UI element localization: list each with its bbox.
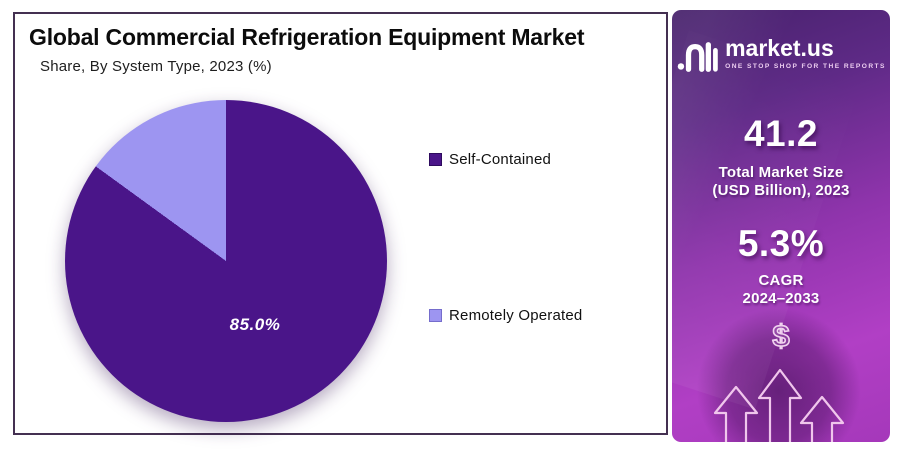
pie-slice-data-label: 85.0% [229, 315, 281, 335]
chart-title: Global Commercial Refrigeration Equipmen… [29, 24, 585, 50]
cagr-value: 5.3% [737, 223, 825, 265]
pie-chart: 85.0% [65, 100, 387, 422]
legend-item-remotely-operated: Remotely Operated [429, 307, 582, 324]
growth-arrows-icon [713, 368, 845, 442]
market-us-logo-icon [676, 40, 718, 79]
market-size-label-line1: Total Market Size [718, 164, 844, 181]
cagr-label-line1: CAGR [758, 272, 804, 290]
market-size-label: Total Market Size (USD Billion), 2023 [672, 164, 890, 199]
cagr-label: CAGR 2024–2033 [672, 272, 890, 307]
legend-swatch-self-contained [429, 153, 442, 166]
market-size-value: 41.2 [743, 113, 818, 154]
legend-item-self-contained: Self-Contained [429, 151, 551, 168]
legend-swatch-remotely-operated [429, 309, 442, 322]
cagr-label-line2: 2024–2033 [742, 290, 820, 308]
chart-card: Global Commercial Refrigeration Equipmen… [13, 12, 668, 435]
legend-label: Self-Contained [449, 151, 552, 168]
dollar-icon: $ [772, 317, 791, 354]
brand-name: market.us [725, 35, 834, 61]
chart-subtitle: Share, By System Type, 2023 (%) [40, 58, 272, 75]
brand-logo: market.us ONE STOP SHOP FOR THE REPORTS [672, 37, 890, 79]
legend-label: Remotely Operated [449, 307, 583, 324]
market-size-label-line2: (USD Billion), 2023 [712, 181, 850, 199]
brand-tagline: ONE STOP SHOP FOR THE REPORTS [725, 63, 886, 70]
brand-stats-panel: market.us ONE STOP SHOP FOR THE REPORTS … [672, 10, 890, 442]
